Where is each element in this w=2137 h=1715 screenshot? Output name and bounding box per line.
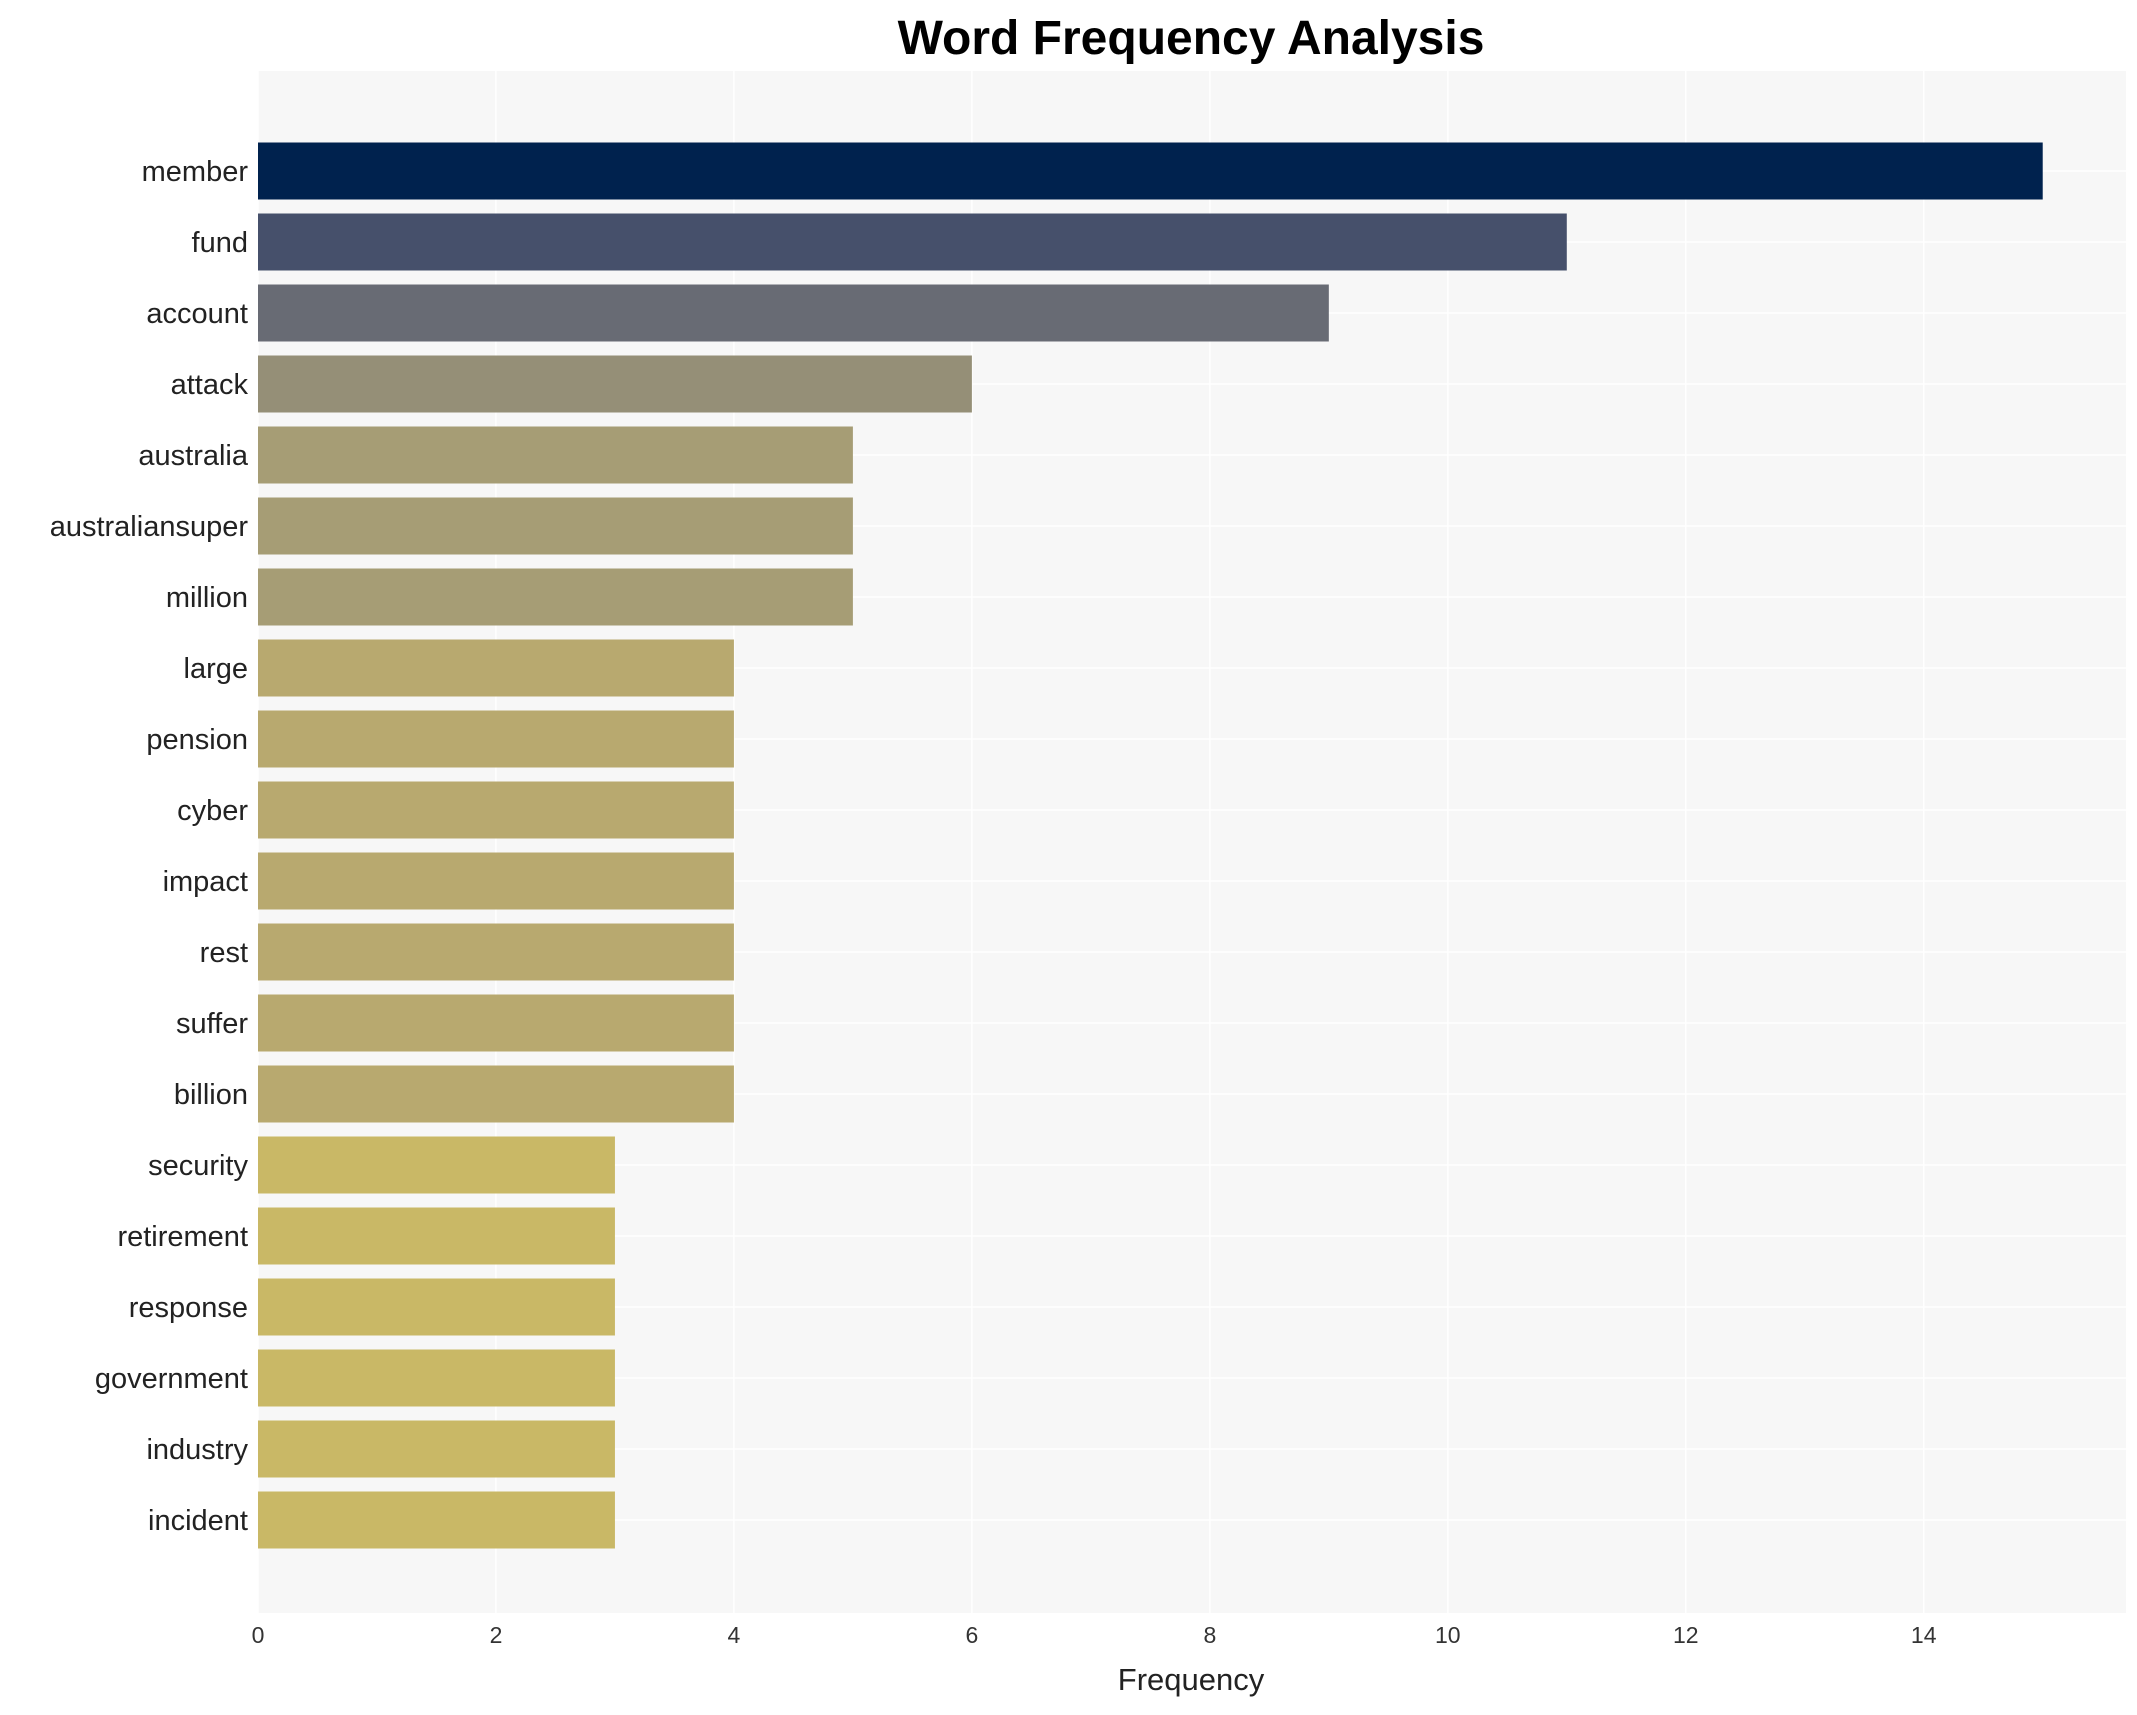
x-tick-label: 8 — [1203, 1622, 1216, 1648]
bar-suffer — [258, 994, 734, 1052]
y-tick-label: attack — [171, 369, 249, 401]
y-tick-label: pension — [146, 724, 248, 756]
y-tick-label: security — [148, 1150, 248, 1182]
y-tick-label: account — [146, 298, 248, 330]
bar-industry — [258, 1420, 615, 1478]
bar-member — [258, 142, 2043, 200]
y-tick-label: retirement — [117, 1221, 248, 1253]
x-tick-label: 14 — [1911, 1622, 1937, 1648]
x-tick-label: 10 — [1435, 1622, 1461, 1648]
y-tick-label: rest — [200, 937, 248, 969]
bar-retirement — [258, 1207, 615, 1265]
x-tick-label: 6 — [965, 1622, 978, 1648]
y-tick-label: australia — [138, 440, 248, 472]
bar-australiansuper — [258, 497, 853, 555]
bar-billion — [258, 1065, 734, 1123]
x-tick-label: 4 — [728, 1622, 741, 1648]
y-tick-label: government — [95, 1363, 248, 1395]
bar-government — [258, 1349, 615, 1407]
y-tick-label: response — [129, 1292, 248, 1324]
y-tick-label: cyber — [177, 795, 248, 827]
x-tick-label: 12 — [1673, 1622, 1699, 1648]
y-tick-label: fund — [192, 227, 248, 259]
bar-account — [258, 284, 1329, 342]
x-tick-label: 0 — [252, 1622, 265, 1648]
y-tick-label: billion — [174, 1079, 248, 1111]
bar-cyber — [258, 781, 734, 839]
y-tick-label: large — [184, 653, 249, 685]
bar-australia — [258, 426, 853, 484]
y-tick-label: suffer — [176, 1008, 248, 1040]
y-tick-label: incident — [148, 1505, 248, 1537]
bar-large — [258, 639, 734, 697]
y-tick-label: impact — [163, 866, 248, 898]
bar-incident — [258, 1491, 615, 1549]
y-tick-label: million — [166, 582, 248, 614]
bar-impact — [258, 852, 734, 910]
bar-pension — [258, 710, 734, 768]
bar-security — [258, 1136, 615, 1194]
y-tick-label: australiansuper — [50, 511, 249, 543]
bar-million — [258, 568, 853, 626]
bar-rest — [258, 923, 734, 981]
chart-title: Word Frequency Analysis — [898, 12, 1485, 65]
bar-response — [258, 1278, 615, 1336]
x-tick-label: 2 — [490, 1622, 503, 1648]
y-tick-label: member — [142, 156, 249, 188]
bar-fund — [258, 213, 1567, 271]
y-tick-label: industry — [146, 1434, 248, 1466]
x-axis-label: Frequency — [1118, 1662, 1265, 1697]
bar-attack — [258, 355, 972, 413]
